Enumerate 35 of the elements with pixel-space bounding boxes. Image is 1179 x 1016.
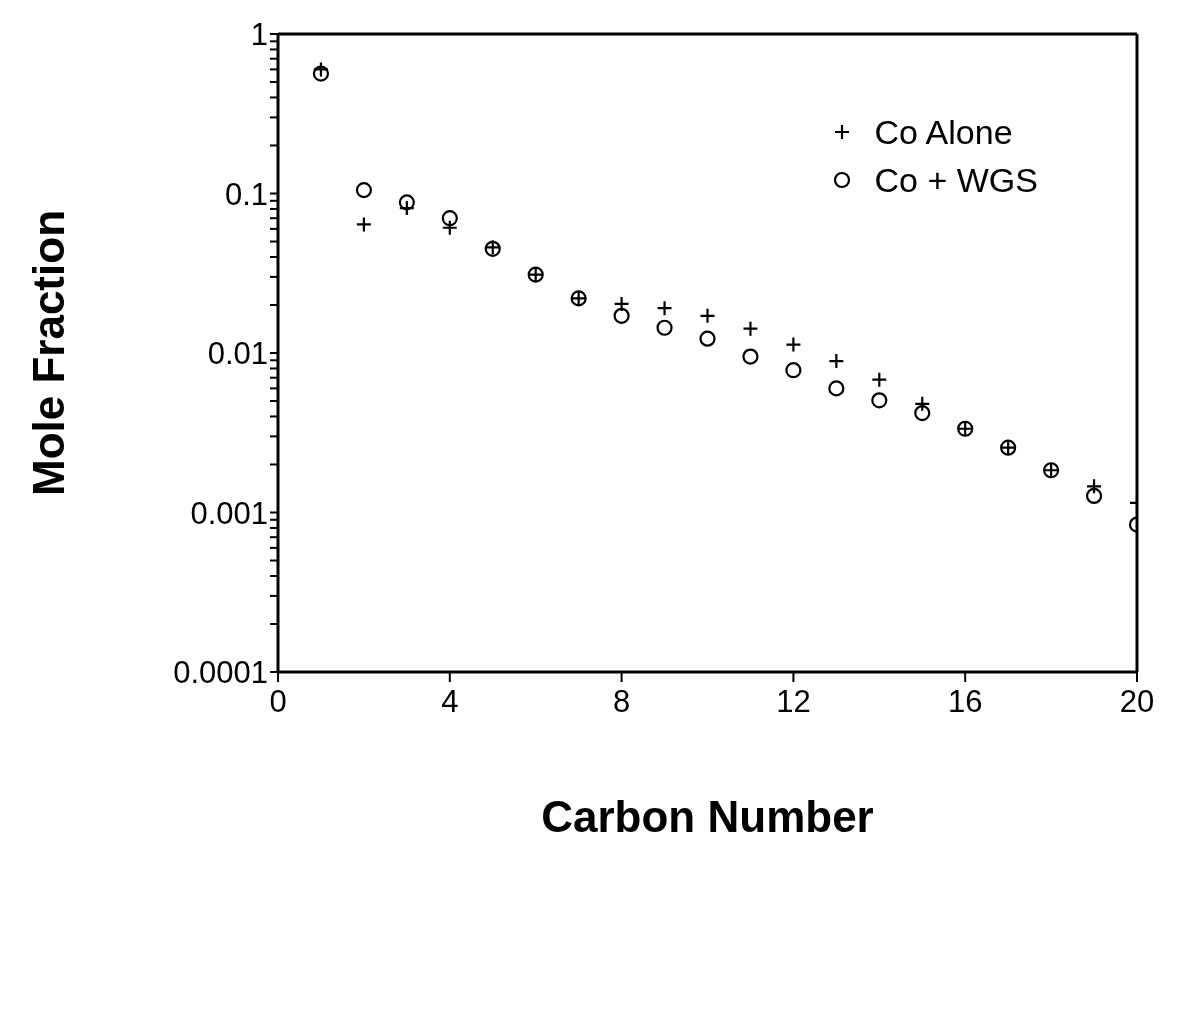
point: [1085, 487, 1103, 505]
x-tick-label: 12: [776, 684, 811, 720]
point: [742, 348, 759, 365]
point: [699, 330, 716, 347]
point: [441, 210, 458, 227]
point: [914, 404, 931, 422]
point: [871, 371, 888, 388]
y-tick-label: 0.01: [207, 336, 268, 372]
point: [613, 307, 630, 324]
y-tick-label: 0.001: [190, 495, 268, 531]
legend-label: Co Alone: [874, 112, 1013, 153]
point: [355, 216, 372, 233]
point: [742, 320, 759, 337]
point: [656, 300, 673, 317]
point: [398, 194, 415, 211]
x-tick-label: 0: [269, 684, 287, 720]
point: [312, 65, 330, 82]
point: [828, 380, 845, 397]
point: [355, 182, 372, 199]
y-tick-label: 1: [250, 17, 268, 53]
x-tick-label: 16: [947, 684, 983, 720]
point: [785, 362, 802, 379]
y-axis-title: Mole Fraction: [23, 209, 73, 497]
y-tick-label: 0.1: [224, 176, 268, 212]
x-tick-label: 4: [441, 684, 459, 720]
x-axis-title: Carbon Number: [541, 792, 874, 841]
point: [785, 336, 802, 353]
point: [871, 392, 888, 409]
point: [699, 307, 716, 324]
x-tick-label: 8: [612, 684, 631, 720]
point: [1085, 478, 1103, 495]
y-tick-label: 0.0001: [173, 655, 268, 691]
legend-label: Co + WGS: [874, 160, 1038, 201]
point: [656, 319, 673, 336]
x-tick-label: 20: [1119, 684, 1155, 720]
